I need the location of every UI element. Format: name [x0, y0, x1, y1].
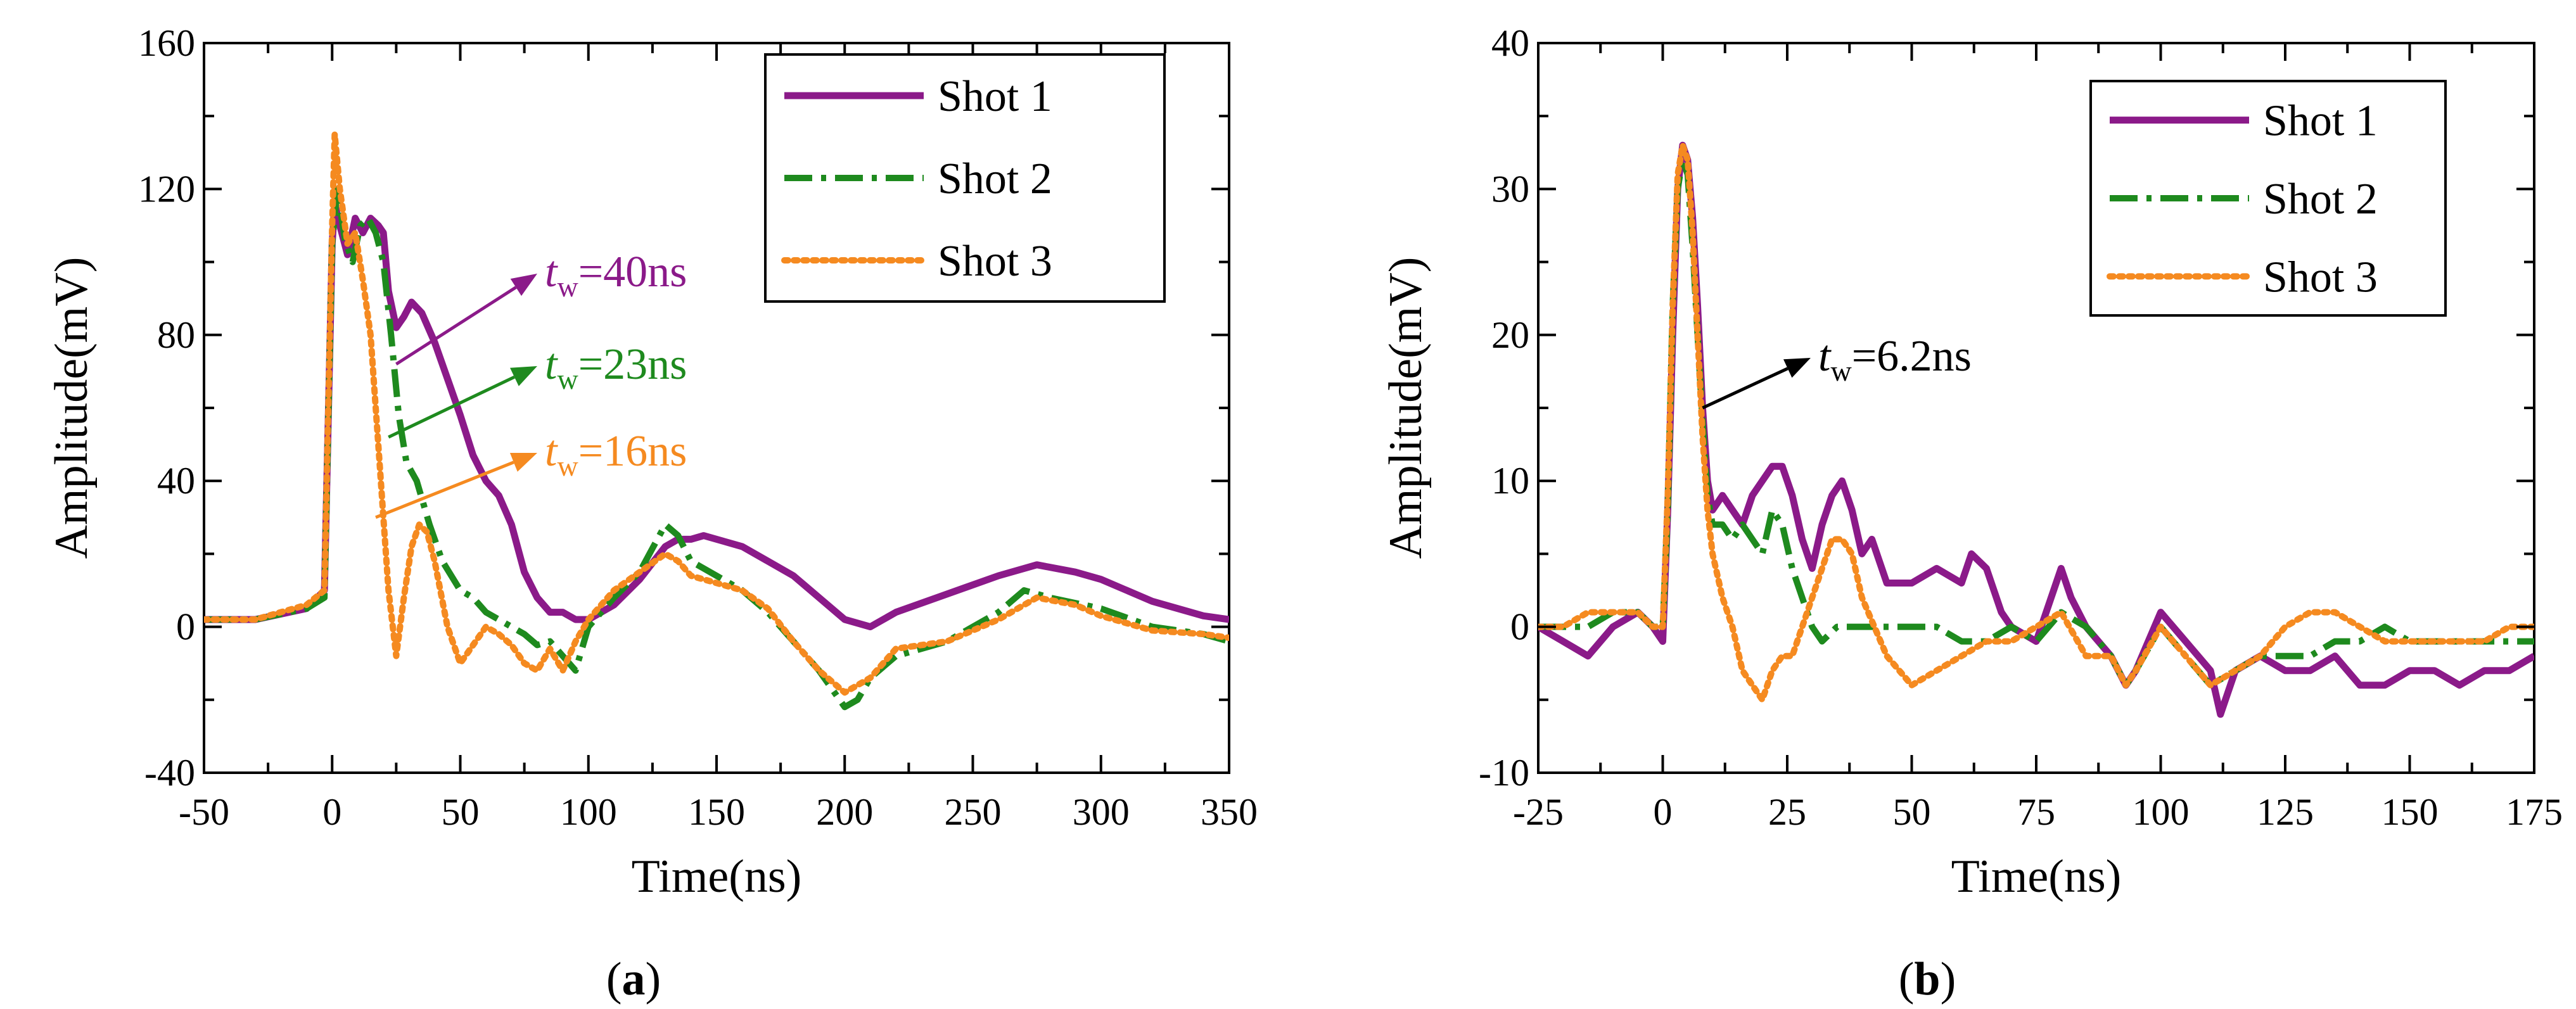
series-line-2	[204, 186, 1229, 711]
annotation-label: tw=6.2ns	[1818, 332, 1972, 387]
y-tick-label: 10	[1491, 460, 1529, 502]
x-tick-label: 50	[1893, 791, 1931, 833]
annotation-arrow-head	[510, 274, 537, 296]
x-tick-label: 100	[2133, 791, 2190, 833]
legend-label-1: Shot 1	[2263, 97, 2378, 146]
annotation-arrow-head	[509, 452, 537, 472]
annotation-arrow-line	[388, 375, 515, 439]
y-tick-label: 30	[1491, 168, 1529, 210]
x-tick-label: 350	[1201, 791, 1258, 833]
panel-caption: (a)	[606, 953, 661, 1005]
annotation-label: tw=40ns	[545, 248, 687, 303]
x-tick-label: 0	[1654, 791, 1673, 833]
x-tick-label: 150	[688, 791, 745, 833]
series-line-3	[1538, 142, 2534, 703]
panel-a: -50 0 50 100 150 200 250 300 350 -40 0 40 80 120 160 Ti…	[46, 22, 1258, 1005]
y-tick-label: 40	[1491, 22, 1529, 64]
x-tick-label: -25	[1513, 791, 1564, 833]
annotation-arrow-line	[375, 460, 514, 519]
x-tick-label: 250	[945, 791, 1002, 833]
x-tick-label: 300	[1073, 791, 1130, 833]
y-tick-label: 160	[138, 22, 195, 64]
panel-caption: (b)	[1899, 953, 1956, 1005]
y-axis-title: Amplitude(mV)	[46, 257, 98, 559]
y-tick-label: 0	[1510, 606, 1529, 648]
x-tick-label: 100	[560, 791, 617, 833]
x-tick-label: 200	[816, 791, 873, 833]
legend-label-3: Shot 3	[2263, 253, 2378, 301]
x-tick-label: 50	[442, 791, 480, 833]
y-tick-label: -40	[144, 752, 195, 794]
x-tick-label: 0	[322, 791, 341, 833]
y-tick-label: 80	[157, 314, 195, 356]
x-tick-label: 25	[1768, 791, 1806, 833]
x-tick-label: 175	[2506, 791, 2563, 833]
legend-label-2: Shot 2	[2263, 175, 2378, 224]
legend-label-1: Shot 1	[938, 72, 1052, 121]
y-tick-label: 120	[138, 168, 195, 210]
annotation-arrow-line	[395, 286, 517, 365]
series-line-1	[204, 200, 1229, 631]
series-line-2	[1538, 156, 2534, 689]
annotation-arrow-head	[510, 366, 537, 386]
x-axis-title: Time(ns)	[632, 851, 802, 903]
y-tick-label: -10	[1479, 752, 1529, 794]
y-tick-label: 20	[1491, 314, 1529, 356]
legend-label-3: Shot 3	[938, 237, 1052, 286]
y-axis-title: Amplitude(mV)	[1380, 257, 1432, 559]
legend-label-2: Shot 2	[938, 155, 1052, 203]
annotation-arrow-head	[1783, 358, 1811, 378]
x-tick-label: 150	[2382, 791, 2439, 833]
panel-b: -25 0 25 50 75 100 125 150 175 -10 0 10 20 30 40 Time(n…	[1380, 22, 2563, 1005]
x-tick-label: 125	[2257, 791, 2314, 833]
series-line-3	[204, 131, 1229, 696]
x-tick-label: 75	[2017, 791, 2055, 833]
series-group	[1538, 141, 2534, 718]
series-group	[204, 131, 1229, 711]
annotation-label: tw=23ns	[545, 340, 687, 395]
x-axis-title: Time(ns)	[1951, 851, 2122, 903]
annotations: tw=6.2ns	[1702, 332, 1972, 410]
annotation-label: tw=16ns	[545, 427, 687, 482]
annotation-arrow-line	[1702, 367, 1789, 410]
annotations: tw=40ns tw=23ns tw=16ns	[375, 248, 687, 519]
y-tick-label: 40	[157, 460, 195, 502]
y-tick-label: 0	[176, 606, 195, 648]
x-tick-label: -50	[179, 791, 229, 833]
